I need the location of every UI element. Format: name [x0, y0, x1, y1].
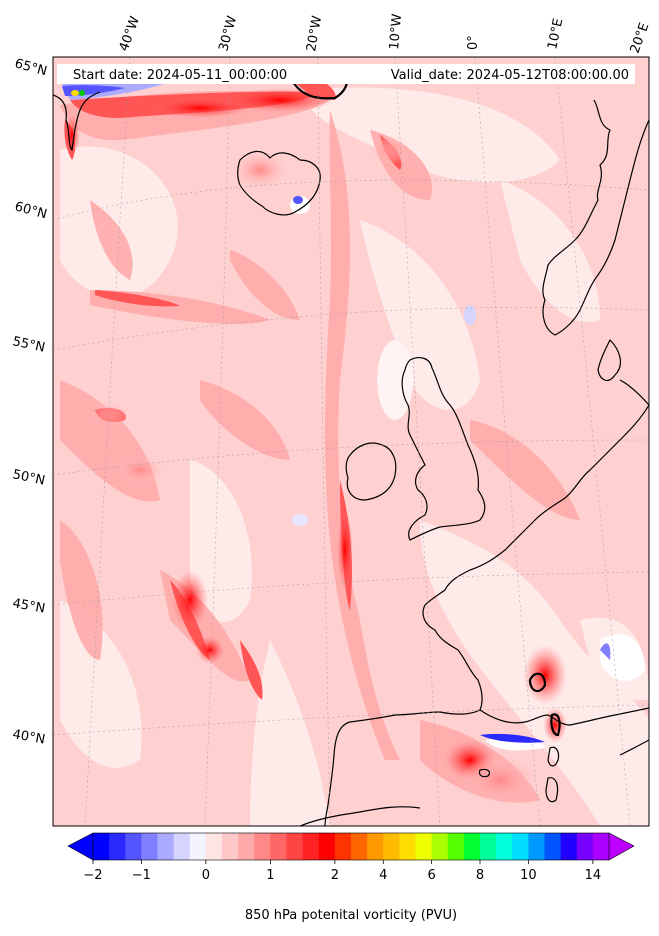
colorbar-cell [302, 833, 320, 860]
lat-label-45n: 45°N [11, 596, 46, 616]
header-box [57, 64, 635, 84]
colorbar-cell [576, 833, 594, 860]
colorbar-cell [270, 833, 287, 860]
colorbar-cell [351, 833, 368, 860]
coastlines [53, 91, 649, 826]
colorbar-cell [189, 833, 207, 860]
colorbar-cell [463, 833, 481, 860]
colorbar-tick-label: 14 [585, 868, 602, 883]
colorbar-over-arrow [608, 832, 635, 861]
colorbar-tick-label: 8 [476, 868, 484, 883]
colorbar-cell [528, 833, 545, 860]
colorbar-cell [431, 833, 449, 860]
lon-label-0: 0° [466, 35, 481, 50]
colorbar-cell [286, 833, 304, 860]
colorbar-cell [399, 833, 416, 860]
lat-label-50n: 50°N [11, 467, 46, 488]
colorbar-cell [205, 833, 223, 860]
colorbar-cell [318, 833, 336, 860]
colorbar-cell [173, 833, 191, 860]
colorbar-cell [238, 833, 255, 860]
colorbar-cell [367, 833, 384, 860]
lon-label-20e: 20°E [628, 21, 653, 56]
lat-label-65n: 65°N [13, 56, 49, 79]
colorbar-tick-label: 2 [331, 868, 339, 883]
colorbar-cells [93, 833, 610, 860]
colorbar-cell [560, 833, 578, 860]
longitude-labels: 40°W 30°W 20°W 10°W 0° 10°E 20°E [117, 13, 653, 55]
lon-label-20w: 20°W [304, 15, 325, 53]
start-date-label: Start date: 2024-05-11_00:00:00 [73, 68, 287, 83]
colorbar-tick-label: 10 [520, 868, 537, 883]
lat-label-55n: 55°N [11, 334, 46, 355]
valid-date-label: Valid_date: 2024-05-12T08:00:00.00 [391, 68, 629, 83]
colorbar: −2 −1 0 1 2 4 6 8 10 14 [67, 832, 635, 883]
graticule [53, 57, 649, 826]
pv-negative-features [60, 78, 611, 743]
colorbar-tick-label: 0 [202, 868, 210, 883]
lat-label-40n: 40°N [11, 727, 46, 747]
colorbar-cell [157, 833, 175, 860]
colorbar-cell [383, 833, 400, 860]
colorbar-tick-label: 6 [427, 868, 435, 883]
colorbar-label: 850 hPa potenital vorticity (PVU) [245, 908, 457, 923]
lon-label-40w: 40°W [117, 14, 143, 53]
map-frame [52, 56, 650, 827]
lon-label-10w: 10°W [387, 13, 405, 50]
colorbar-cell [415, 833, 433, 860]
colorbar-ticks: −2 −1 0 1 2 4 6 8 10 14 [83, 860, 601, 883]
colorbar-under-arrow [67, 832, 94, 861]
colorbar-cell [447, 833, 465, 860]
colorbar-cell [480, 833, 497, 860]
colorbar-frame [92, 832, 610, 861]
colorbar-cell [254, 833, 271, 860]
colorbar-cell [496, 833, 513, 860]
colorbar-tick-label: 4 [379, 868, 387, 883]
lon-label-10e: 10°E [545, 17, 566, 51]
pv-white-patches [290, 196, 645, 751]
colorbar-tick-label: −1 [132, 868, 151, 883]
map-panel [53, 57, 649, 826]
colorbar-cell [544, 833, 562, 860]
colorbar-cell [109, 833, 126, 860]
lon-label-30w: 30°W [216, 14, 240, 53]
colorbar-tick-label: −2 [83, 868, 102, 883]
colorbar-cell [125, 833, 142, 860]
colorbar-cell [93, 833, 110, 860]
colorbar-tick-label: 1 [266, 868, 274, 883]
colorbar-cell [141, 833, 158, 860]
colorbar-cell [512, 833, 529, 860]
lat-label-60n: 60°N [13, 199, 49, 222]
latitude-labels: 65°N 60°N 55°N 50°N 45°N 40°N [11, 56, 48, 747]
colorbar-cell [222, 833, 239, 860]
colorbar-cell [334, 833, 352, 860]
colorbar-cell [592, 833, 610, 860]
